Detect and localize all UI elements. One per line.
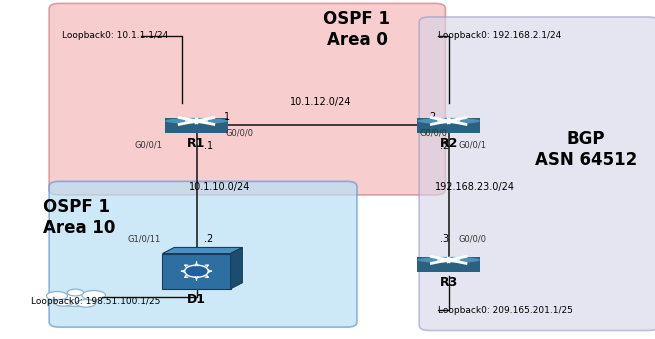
Text: D1: D1 (187, 293, 206, 306)
Text: OSPF 1
Area 10: OSPF 1 Area 10 (43, 198, 115, 237)
Text: 10.1.12.0/24: 10.1.12.0/24 (290, 97, 352, 107)
Text: R1: R1 (187, 137, 206, 150)
Text: Loopback0: 10.1.1.1/24: Loopback0: 10.1.1.1/24 (62, 31, 168, 40)
Text: R2: R2 (440, 137, 458, 150)
Text: .2: .2 (440, 141, 449, 152)
Ellipse shape (165, 118, 228, 124)
Polygon shape (162, 254, 231, 289)
Ellipse shape (165, 127, 228, 133)
Text: .2: .2 (204, 234, 214, 244)
Polygon shape (162, 247, 242, 254)
Text: G0/0/0: G0/0/0 (458, 235, 487, 243)
Circle shape (185, 265, 208, 277)
Ellipse shape (58, 294, 94, 306)
FancyBboxPatch shape (49, 3, 445, 195)
Ellipse shape (54, 299, 73, 306)
Ellipse shape (67, 289, 84, 296)
Ellipse shape (417, 257, 480, 263)
FancyBboxPatch shape (49, 181, 357, 327)
Ellipse shape (417, 266, 480, 272)
Ellipse shape (47, 292, 67, 300)
Ellipse shape (417, 127, 480, 133)
Text: .1: .1 (204, 141, 214, 152)
FancyBboxPatch shape (165, 118, 228, 133)
Ellipse shape (76, 300, 96, 307)
Text: G1/0/11: G1/0/11 (128, 235, 161, 243)
FancyBboxPatch shape (417, 257, 480, 272)
Text: 10.1.10.0/24: 10.1.10.0/24 (189, 182, 250, 192)
Polygon shape (231, 247, 242, 289)
Text: G0/0/0: G0/0/0 (226, 128, 254, 137)
Text: Loopback0: 209.165.201.1/25: Loopback0: 209.165.201.1/25 (438, 306, 572, 315)
Text: .2: .2 (427, 112, 436, 122)
Text: 192.168.23.0/24: 192.168.23.0/24 (435, 182, 515, 192)
Text: Loopback0: 198.51.100.1/25: Loopback0: 198.51.100.1/25 (31, 297, 160, 306)
Text: BGP
ASN 64512: BGP ASN 64512 (535, 130, 637, 168)
Text: G0/0/1: G0/0/1 (134, 140, 162, 149)
Text: .3: .3 (440, 234, 449, 244)
Text: G0/0/0: G0/0/0 (419, 128, 447, 137)
Text: R3: R3 (440, 276, 458, 289)
Text: OSPF 1
Area 0: OSPF 1 Area 0 (324, 10, 390, 49)
FancyBboxPatch shape (419, 17, 655, 331)
Text: Loopback0: 192.168.2.1/24: Loopback0: 192.168.2.1/24 (438, 31, 561, 40)
FancyBboxPatch shape (417, 118, 480, 133)
Text: G0/0/1: G0/0/1 (458, 140, 487, 149)
Text: .1: .1 (221, 112, 231, 122)
Ellipse shape (82, 291, 105, 300)
Ellipse shape (417, 118, 480, 124)
